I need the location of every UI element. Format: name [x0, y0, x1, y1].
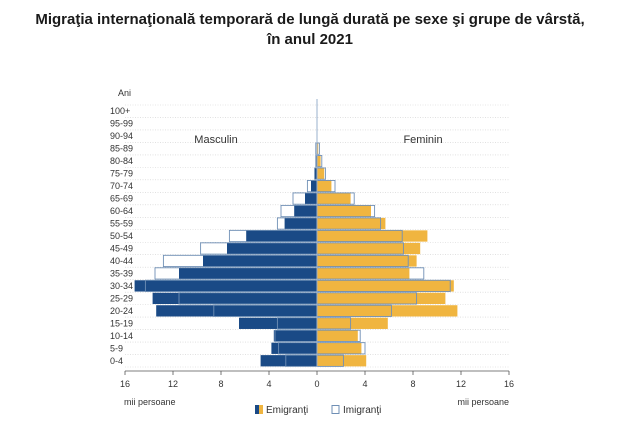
bar-emigranti-male-35-39 — [179, 267, 317, 280]
y-tick-label: 25-29 — [110, 293, 133, 303]
bar-emigranti-male-10-14 — [273, 330, 317, 342]
y-tick-label: 100+ — [110, 106, 130, 116]
y-tick-label: 80-84 — [110, 156, 133, 166]
bar-emigranti-female-80-84 — [317, 155, 321, 167]
bar-emigranti-female-30-34 — [317, 280, 454, 292]
bar-emigranti-female-70-74 — [317, 180, 332, 192]
bar-emigranti-male-25-29 — [152, 292, 317, 305]
x-axis-label-right: mii persoane — [457, 397, 509, 407]
masculin-label: Masculin — [194, 134, 237, 146]
legend-emigranti-swatch-male — [255, 405, 259, 414]
emigrants-bars — [134, 143, 458, 367]
y-tick-label: 60-64 — [110, 206, 133, 216]
bar-emigranti-female-75-79 — [317, 167, 325, 180]
x-tick-label: 12 — [456, 379, 466, 389]
y-tick-label: 50-54 — [110, 231, 133, 241]
y-tick-label: 0-4 — [110, 356, 123, 366]
x-tick-label: 4 — [266, 379, 271, 389]
x-axis-label-left: mii persoane — [124, 397, 176, 407]
bar-emigranti-female-15-19 — [317, 317, 388, 329]
bar-emigranti-male-30-34 — [134, 280, 317, 292]
bar-emigranti-female-85-89 — [317, 143, 319, 155]
y-tick-label: 5-9 — [110, 343, 123, 353]
bar-emigranti-male-5-9 — [271, 342, 317, 354]
bar-emigranti-male-80-84 — [315, 155, 317, 167]
bar-emigranti-male-0-4 — [260, 355, 317, 367]
x-tick-label: 16 — [120, 379, 130, 389]
chart-title: Migraţia internaţională temporară de lun… — [0, 10, 620, 50]
x-tick-label: 8 — [410, 379, 415, 389]
y-tick-label: 90-94 — [110, 131, 133, 141]
chart-title-line1: Migraţia internaţională temporară de lun… — [35, 11, 585, 28]
legend-imigranti-swatch — [331, 405, 340, 414]
bar-emigranti-male-15-19 — [239, 317, 317, 329]
legend: Emigranţi Imigranţi — [255, 405, 381, 416]
bar-emigranti-female-0-4 — [317, 355, 367, 367]
feminin-label: Feminin — [403, 134, 442, 146]
x-tick-label: 0 — [314, 379, 319, 389]
y-axis-title: Ani — [118, 88, 131, 98]
legend-imigranti-label: Imigranţi — [343, 405, 381, 416]
y-tick-label: 40-44 — [110, 256, 133, 266]
x-tick-label: 8 — [218, 379, 223, 389]
bar-emigranti-female-45-49 — [317, 242, 421, 255]
y-tick-label: 85-89 — [110, 144, 133, 154]
bar-emigranti-male-40-44 — [203, 255, 317, 267]
axes: 100+ 95-99 90-94 85-89 80-84 75-79 70-74 65-69 6… — [110, 99, 514, 389]
bar-emigranti-female-50-54 — [317, 230, 428, 242]
bar-emigranti-female-60-64 — [317, 205, 371, 217]
bar-emigranti-female-35-39 — [317, 267, 410, 280]
x-tick-label: 16 — [504, 379, 514, 389]
y-tick-label: 35-39 — [110, 268, 133, 278]
y-tick-label: 75-79 — [110, 169, 133, 179]
bar-emigranti-female-65-69 — [317, 192, 351, 205]
bar-emigranti-female-55-59 — [317, 217, 386, 230]
bar-emigranti-male-50-54 — [246, 230, 317, 242]
y-tick-label: 70-74 — [110, 181, 133, 191]
y-tick-label: 65-69 — [110, 194, 133, 204]
y-tick-label: 20-24 — [110, 306, 133, 316]
legend-emigranti-swatch-female — [259, 405, 263, 414]
y-tick-label: 30-34 — [110, 281, 133, 291]
bar-emigranti-female-10-14 — [317, 330, 358, 342]
y-tick-label: 10-14 — [110, 331, 133, 341]
y-tick-label: 55-59 — [110, 219, 133, 229]
grid-lines — [125, 104, 509, 368]
bar-emigranti-male-75-79 — [314, 167, 317, 180]
y-tick-label: 95-99 — [110, 119, 133, 129]
bar-emigranti-female-5-9 — [317, 342, 362, 354]
bar-emigranti-male-70-74 — [311, 180, 317, 192]
x-tick-label: 12 — [168, 379, 178, 389]
bar-emigranti-male-60-64 — [294, 205, 317, 217]
bar-emigranti-male-55-59 — [284, 217, 317, 230]
bar-emigranti-male-20-24 — [156, 305, 317, 317]
legend-emigranti-label: Emigranţi — [266, 405, 308, 416]
x-tick-label: 4 — [362, 379, 367, 389]
bar-emigranti-female-40-44 — [317, 255, 417, 267]
y-tick-label: 45-49 — [110, 243, 133, 253]
bar-emigranti-female-25-29 — [317, 292, 446, 305]
bar-emigranti-male-45-49 — [227, 242, 317, 255]
bar-emigranti-male-65-69 — [305, 192, 317, 205]
y-tick-label: 15-19 — [110, 318, 133, 328]
chart-title-line2: în anul 2021 — [267, 31, 353, 48]
bar-emigranti-female-20-24 — [317, 305, 458, 317]
